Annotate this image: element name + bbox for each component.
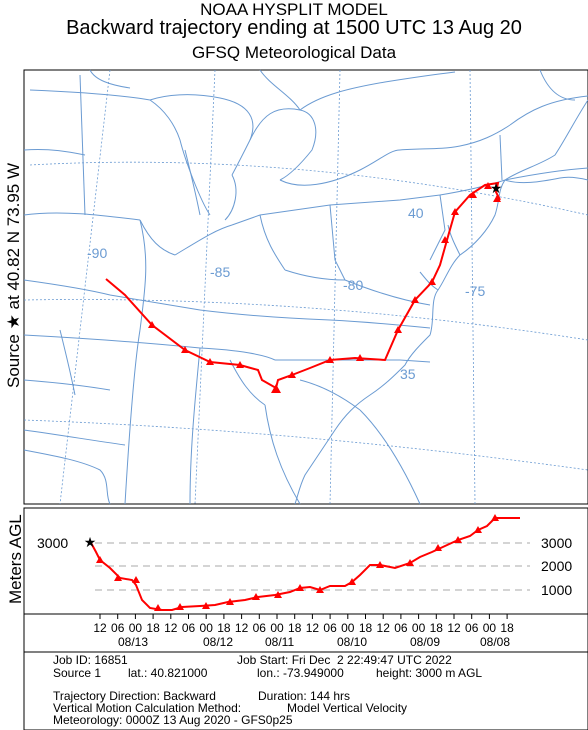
map-coordinate-labels: -90 -85 -80 -75 40 35 xyxy=(87,205,485,382)
hour-label: 12 xyxy=(447,621,461,635)
date-label-0808: 08/08 xyxy=(480,635,510,649)
source-height: height: 3000 m AGL xyxy=(376,666,483,680)
hour-label: 12 xyxy=(306,621,320,635)
profile-frame xyxy=(23,507,588,615)
lat-label-35: 35 xyxy=(400,366,416,382)
source-number: Source 1 xyxy=(53,666,102,680)
info-frame xyxy=(23,651,588,730)
meteorology: Meteorology: 0000Z 13 Aug 2020 - GFS0p25 xyxy=(53,713,293,727)
hour-label: 18 xyxy=(146,621,160,635)
header-title: NOAA HYSPLIT MODEL xyxy=(200,0,388,19)
time-axis-frame xyxy=(23,613,588,653)
lat-label-40: 40 xyxy=(408,205,424,221)
graticule-lines xyxy=(23,69,588,505)
lon-label-90: -90 xyxy=(87,245,107,261)
hour-label: 18 xyxy=(288,621,302,635)
state-boundaries xyxy=(23,74,588,505)
profile-series: ★ xyxy=(84,514,520,611)
profile-tick-2000: 2000 xyxy=(541,558,572,574)
hour-label: 00 xyxy=(270,621,284,635)
job-id: Job ID: 16851 xyxy=(53,653,128,667)
hour-label: 18 xyxy=(430,621,444,635)
date-label-0813: 08/13 xyxy=(118,635,148,649)
hour-label: 06 xyxy=(394,621,408,635)
hour-label: 12 xyxy=(93,621,107,635)
hour-label: 12 xyxy=(164,621,178,635)
duration: Duration: 144 hrs xyxy=(258,689,351,703)
trajectory-markers xyxy=(148,182,501,393)
map-frame xyxy=(23,69,588,505)
profile-tick-3000: 3000 xyxy=(541,535,572,551)
hour-label: 12 xyxy=(377,621,391,635)
source-lon: lon.: -73.949000 xyxy=(257,666,344,680)
coastline xyxy=(294,99,588,505)
lon-label-75: -75 xyxy=(465,283,485,299)
date-label-0809: 08/09 xyxy=(410,635,440,649)
hour-label: 06 xyxy=(323,621,337,635)
hour-label: 12 xyxy=(235,621,249,635)
date-label-0810: 08/10 xyxy=(337,635,367,649)
map-base xyxy=(23,69,588,505)
hour-label: 06 xyxy=(182,621,196,635)
vertical-motion-value: Model Vertical Velocity xyxy=(287,701,408,715)
hour-label: 18 xyxy=(500,621,514,635)
time-axis-ticks xyxy=(99,614,508,619)
source-star-icon: ★ xyxy=(490,180,503,196)
hour-label: 06 xyxy=(465,621,479,635)
header-met-data: GFSQ Meteorological Data xyxy=(191,43,397,62)
trajectory-path: ★ xyxy=(105,180,503,393)
header-subtitle: Backward trajectory ending at 1500 UTC 1… xyxy=(66,17,522,39)
hour-label: 00 xyxy=(412,621,426,635)
lon-label-85: -85 xyxy=(210,264,230,280)
great-lakes-outline xyxy=(29,69,588,221)
hour-label: 00 xyxy=(129,621,143,635)
hour-label: 00 xyxy=(200,621,214,635)
lon-label-80: -80 xyxy=(343,277,363,293)
profile-left-tick-3000: 3000 xyxy=(37,535,68,551)
hour-label: 00 xyxy=(341,621,355,635)
date-label-0812: 08/12 xyxy=(203,635,233,649)
time-axis-date-labels: 08/13 08/12 08/11 08/10 08/09 08/08 xyxy=(118,635,510,649)
source-lat: lat.: 40.821000 xyxy=(128,666,208,680)
hour-label: 06 xyxy=(111,621,125,635)
time-axis-hour-labels: 12 06 00 18 12 06 00 18 12 06 00 18 12 06 00 18 12 06 00 18… xyxy=(93,621,514,635)
job-start: Job Start: Fri Dec 2 22:49:47 UTC 2022 xyxy=(237,653,452,667)
vertical-motion-method: Vertical Motion Calculation Method: xyxy=(53,701,242,715)
profile-tick-1000: 1000 xyxy=(541,582,572,598)
date-label-0811: 08/11 xyxy=(265,635,294,649)
trajectory-direction: Trajectory Direction: Backward xyxy=(53,689,216,703)
hour-label: 00 xyxy=(483,621,497,635)
profile-source-star-icon: ★ xyxy=(84,534,97,550)
hour-label: 18 xyxy=(217,621,231,635)
hour-label: 06 xyxy=(253,621,267,635)
hour-label: 18 xyxy=(359,621,373,635)
